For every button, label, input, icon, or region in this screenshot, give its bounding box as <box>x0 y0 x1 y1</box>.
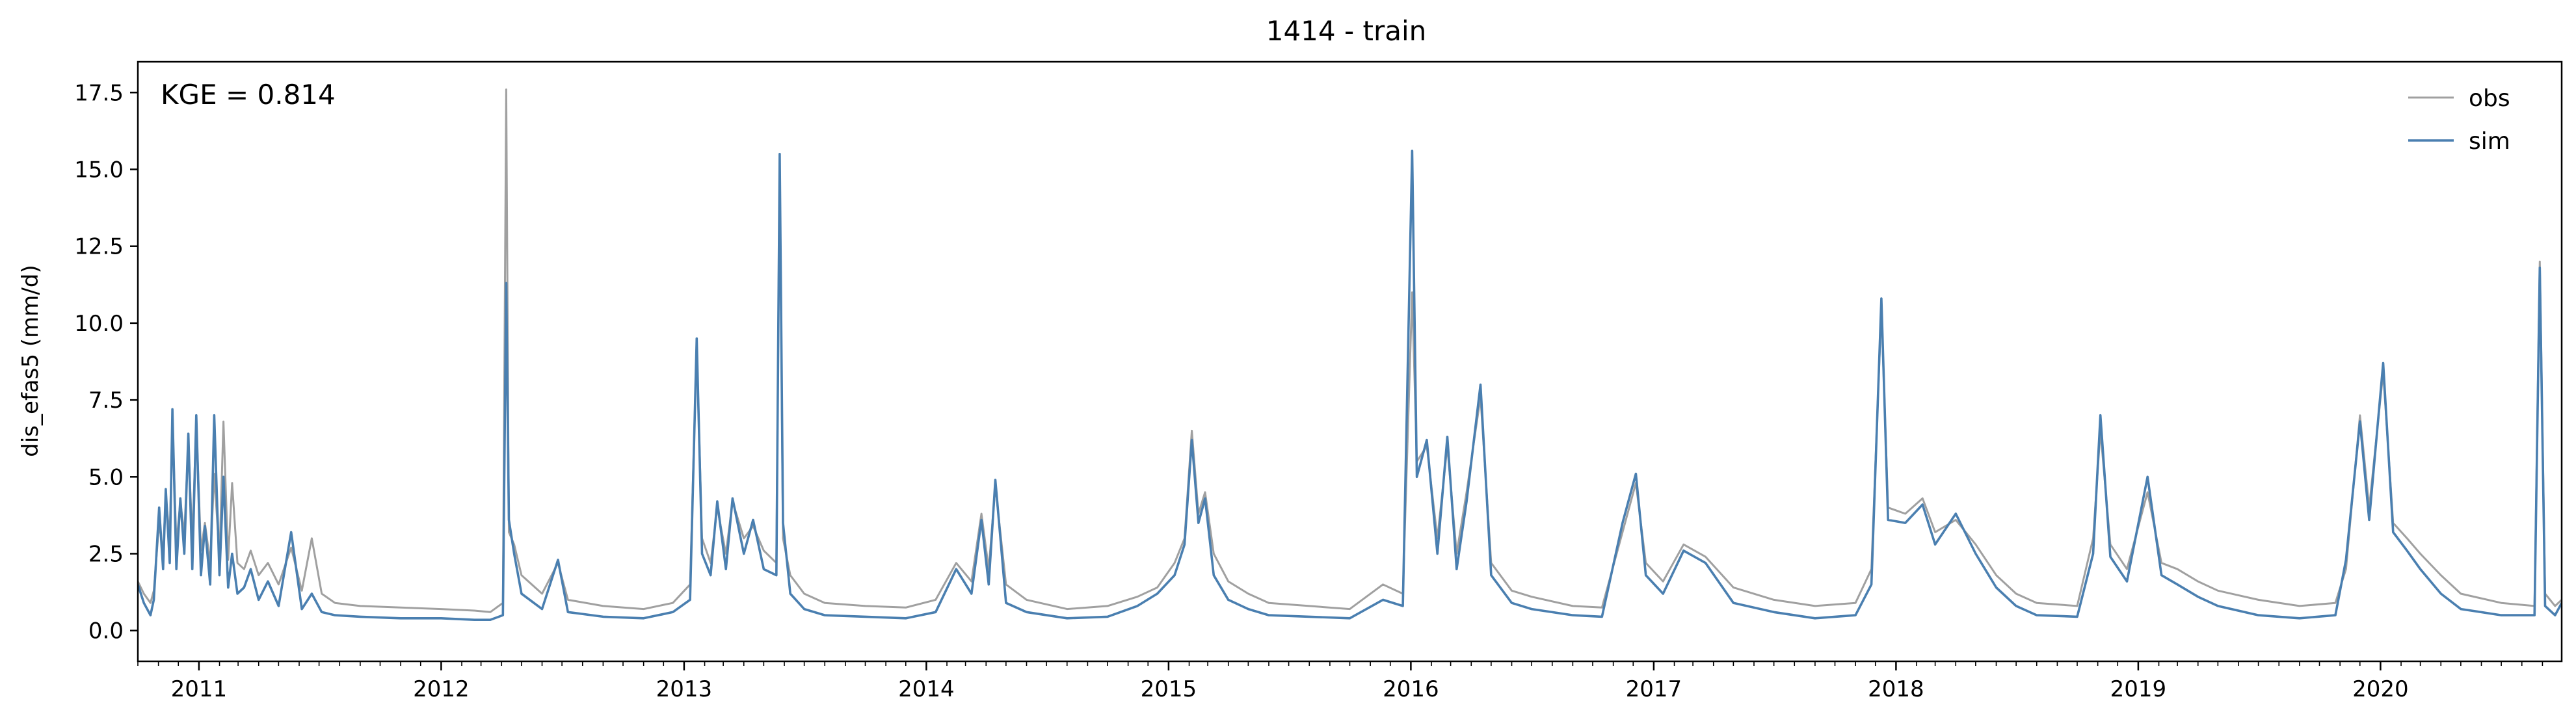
x-tick-label: 2012 <box>413 676 470 702</box>
x-axis: 2011 2012 2013 2014 2015 2016 2017 2018 2019 2020 <box>137 661 2543 702</box>
y-tick-label: 0.0 <box>88 618 124 644</box>
chart-title: 1414 - train <box>1266 15 1427 47</box>
x-tick-label: 2019 <box>2110 676 2167 702</box>
y-axis: 0.0 2.5 5.0 7.5 10.0 12.5 15.0 17.5 <box>74 80 138 644</box>
y-tick-label: 5.0 <box>88 464 124 490</box>
y-tick-label: 17.5 <box>74 80 124 106</box>
y-tick-label: 15.0 <box>74 157 124 183</box>
x-tick-label: 2016 <box>1383 676 1439 702</box>
y-axis-label: dis_efas5 (mm/d) <box>18 265 44 456</box>
x-tick-label: 2017 <box>1626 676 1682 702</box>
legend-label-obs: obs <box>2469 85 2510 112</box>
legend-label-sim: sim <box>2469 128 2510 155</box>
x-tick-label: 2015 <box>1141 676 1197 702</box>
x-tick-label: 2018 <box>1868 676 1924 702</box>
y-tick-label: 12.5 <box>74 234 124 260</box>
y-tick-label: 10.0 <box>74 311 124 337</box>
y-tick-label: 7.5 <box>88 388 124 414</box>
kge-annotation: KGE = 0.814 <box>161 79 336 111</box>
x-tick-label: 2013 <box>656 676 713 702</box>
y-tick-label: 2.5 <box>88 542 124 568</box>
x-tick-label: 2011 <box>171 676 228 702</box>
legend: obs sim <box>2408 85 2510 155</box>
series-line-sim <box>138 150 2562 621</box>
x-tick-label: 2020 <box>2352 676 2409 702</box>
x-tick-label: 2014 <box>898 676 955 702</box>
